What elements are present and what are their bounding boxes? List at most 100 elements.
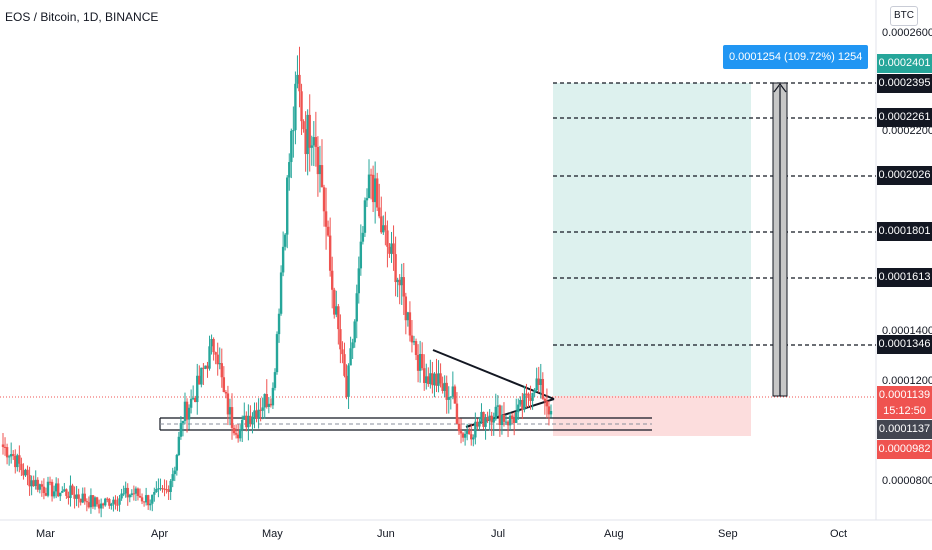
candle-body [339, 329, 342, 350]
candle-body [200, 367, 203, 385]
candle-body [486, 417, 489, 421]
candle-body [99, 503, 103, 509]
time-axis-label: May [262, 528, 283, 540]
candle-body [306, 114, 309, 155]
candle-body [292, 130, 295, 132]
candle-body [22, 470, 25, 476]
candle-body [104, 498, 107, 506]
candle-body [196, 375, 199, 403]
candle-body [77, 494, 80, 499]
candle-body [488, 415, 491, 421]
candle-body [369, 174, 373, 176]
candle-body [412, 341, 416, 343]
candle-body [277, 313, 281, 335]
candle-body [234, 433, 238, 435]
candle-body [110, 503, 113, 506]
time-axis-label: Jul [491, 528, 506, 540]
candle-body [251, 416, 254, 424]
candle-body [445, 382, 448, 400]
candle-body [151, 494, 154, 504]
price-tag-target: 0.0001801 [877, 222, 932, 241]
candles [1, 46, 553, 518]
candle-body [198, 375, 201, 385]
candle-body [314, 137, 318, 147]
candle-body [232, 427, 236, 434]
candle-body [175, 455, 179, 471]
candle-body [71, 485, 74, 495]
candle-body [500, 414, 504, 426]
candle-body [425, 376, 428, 384]
candle-body [316, 146, 320, 175]
candle-body [183, 401, 187, 421]
candle-body [504, 421, 508, 423]
time-axis-label: Mar [36, 528, 55, 540]
candle-body [130, 493, 134, 495]
candle-body [212, 339, 215, 353]
candle-body [63, 489, 66, 491]
candle-body [296, 74, 299, 84]
price-tag-target-teal: 0.0002401 [877, 54, 932, 73]
candle-body [40, 484, 44, 487]
candle-body [400, 277, 403, 286]
candle-body [457, 423, 461, 432]
candle-body [226, 393, 230, 415]
candle-body [341, 349, 344, 355]
target-zone[interactable] [553, 83, 751, 396]
candle-body [433, 373, 436, 386]
candle-body [50, 481, 54, 497]
candle-body [451, 386, 455, 397]
price-tag-stop: 0.0000982 [877, 440, 932, 459]
candle-body [290, 130, 293, 163]
candle-body [304, 129, 307, 155]
candle-body [521, 399, 524, 410]
candle-body [386, 230, 389, 247]
price-axis-label: 0.0002600 [882, 27, 932, 39]
stop-zone[interactable] [553, 396, 751, 436]
candle-body [5, 447, 9, 458]
candle-body [259, 409, 262, 411]
candle-body [271, 387, 275, 406]
candle-body [494, 406, 497, 420]
candle-body [512, 418, 516, 423]
currency-badge[interactable]: BTC [890, 6, 918, 26]
candle-body [149, 503, 152, 506]
candle-body [410, 335, 414, 343]
candle-body [363, 200, 367, 233]
candle-body [191, 397, 195, 399]
candle-body [116, 504, 119, 506]
candle-body [408, 312, 412, 336]
candle-body [1, 444, 5, 447]
candle-body [453, 386, 457, 404]
candle-body [9, 454, 13, 457]
candle-body [81, 493, 84, 503]
candle-body [263, 394, 266, 408]
price-axis-label: 0.0001400 [882, 325, 932, 337]
candle-body [470, 434, 473, 440]
candle-body [144, 495, 148, 503]
candle-body [169, 480, 172, 492]
candle-body [140, 497, 144, 502]
price-axis-label: 0.0000800 [882, 475, 932, 487]
candle-body [517, 404, 520, 413]
candle-body [238, 429, 242, 439]
candle-body [118, 498, 121, 505]
candle-body [455, 403, 459, 424]
candle-body [331, 270, 334, 290]
bar-countdown: 15:12:50 [877, 403, 932, 419]
time-axis-label: Apr [151, 528, 169, 540]
candle-body [357, 268, 360, 294]
candle-body [57, 483, 60, 497]
candle-body [459, 431, 463, 434]
candle-body [220, 363, 223, 378]
candle-body [136, 488, 140, 496]
candle-body [402, 277, 405, 297]
candle-body [343, 354, 346, 376]
candle-body [480, 411, 483, 423]
candle-body [310, 145, 313, 148]
candle-body [249, 415, 252, 424]
candle-body [245, 415, 248, 428]
candle-body [194, 397, 197, 403]
candle-body [247, 415, 250, 428]
candle-body [236, 434, 240, 439]
